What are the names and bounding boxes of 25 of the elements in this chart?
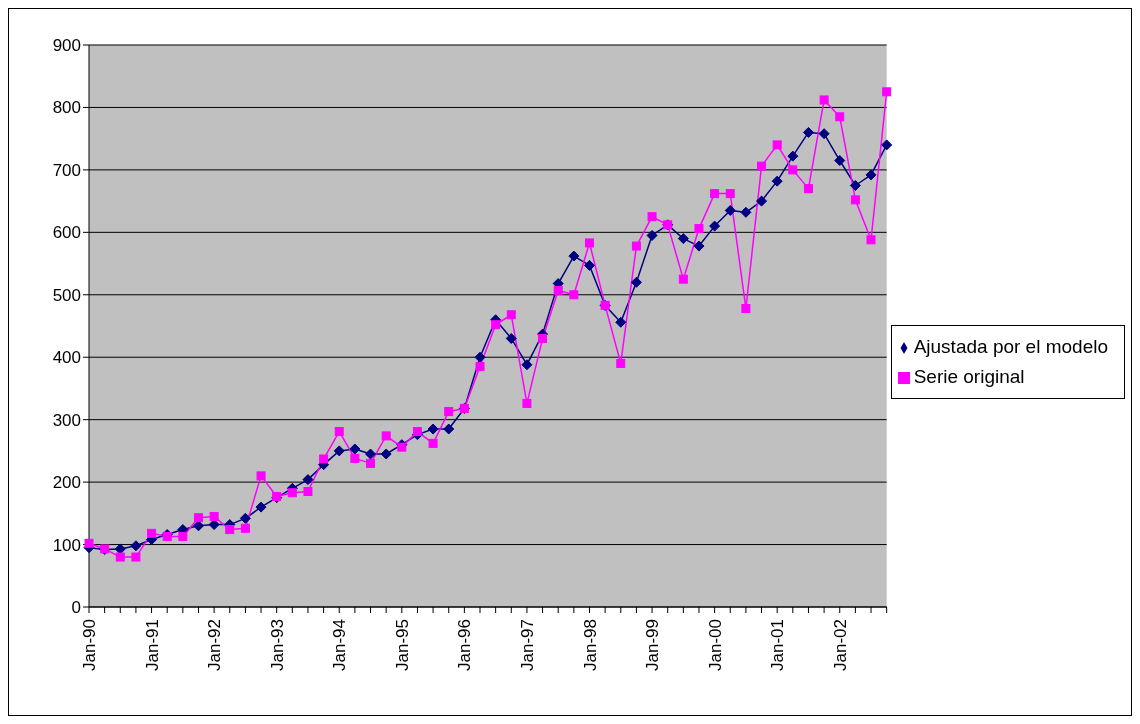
x-tick-label: Jan-91 [142, 619, 162, 671]
legend-label: Serie original [913, 366, 1025, 387]
y-tick-label: 400 [52, 348, 81, 368]
x-tick-label: Jan-90 [80, 619, 100, 671]
y-tick-label: 600 [52, 223, 81, 243]
y-tick-label: 500 [52, 285, 81, 305]
x-tick-label: Jan-99 [643, 619, 663, 671]
x-tick-label: Jan-95 [392, 619, 412, 671]
y-tick-label: 700 [52, 160, 81, 180]
legend-label: Ajustada por el modelo [913, 336, 1108, 357]
y-tick-label: 200 [52, 473, 81, 493]
x-tick-label: Jan-94 [330, 619, 350, 671]
x-tick-label: Jan-97 [518, 619, 537, 671]
x-tick-label: Jan-93 [267, 619, 287, 671]
y-tick-label: 800 [52, 98, 81, 118]
y-tick-label: 0 [71, 598, 81, 618]
x-tick-label: Jan-92 [205, 619, 225, 671]
y-tick-label: 900 [52, 36, 81, 56]
x-tick-label: Jan-98 [580, 619, 600, 671]
x-tick-label: Jan-96 [455, 619, 475, 671]
x-tick-label: Jan-02 [830, 619, 850, 671]
y-tick-label: 100 [52, 535, 81, 555]
y-tick-label: 300 [52, 410, 81, 430]
x-tick-label: Jan-01 [768, 619, 788, 671]
x-tick-label: Jan-00 [705, 619, 725, 671]
